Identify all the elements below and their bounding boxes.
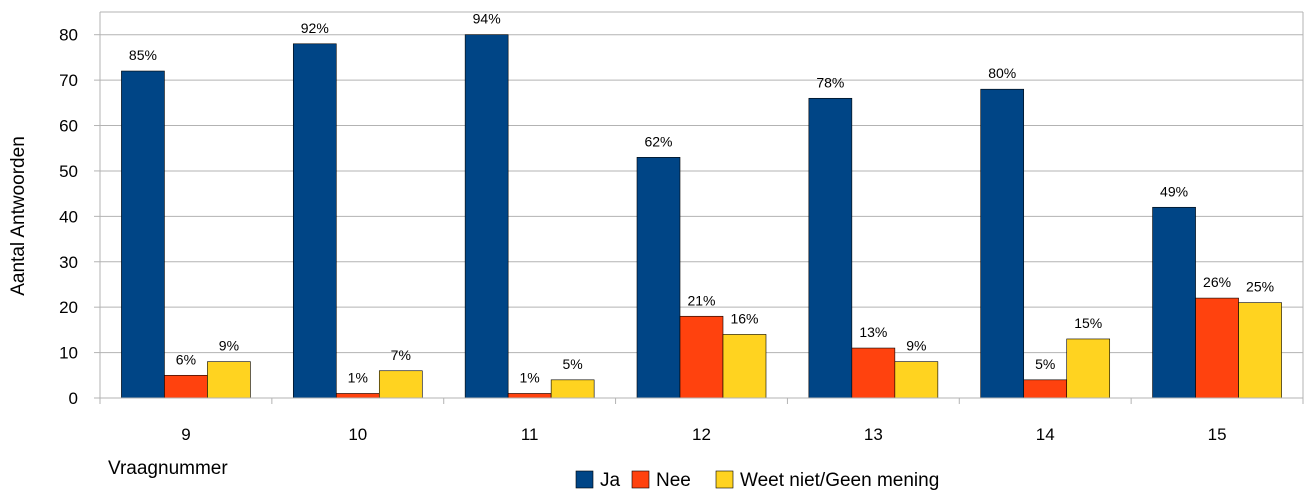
data-label: 5% (1035, 356, 1055, 372)
x-tick-label: 12 (692, 425, 711, 444)
legend-label: Ja (600, 470, 621, 491)
y-tick-label: 50 (59, 162, 78, 181)
data-label: 85% (129, 47, 157, 63)
data-label: 1% (348, 369, 368, 385)
data-label: 80% (988, 65, 1016, 81)
data-label: 94% (473, 11, 501, 27)
data-label: 25% (1246, 279, 1274, 295)
bar-weet-niet-geen-mening (207, 361, 251, 399)
legend-label: Weet niet/Geen mening (740, 470, 939, 491)
data-label: 13% (859, 324, 887, 340)
bars (121, 34, 1282, 399)
data-label: 9% (219, 338, 239, 354)
bar-nee (679, 315, 724, 399)
x-tick-label: 9 (181, 425, 190, 444)
bar-nee (164, 374, 208, 399)
y-tick-label: 10 (59, 344, 78, 363)
bar-weet-niet-geen-mening (1066, 338, 1111, 399)
y-tick-label: 80 (59, 26, 78, 45)
bar-ja (464, 34, 509, 399)
y-tick-label: 20 (59, 298, 78, 317)
legend-swatch (631, 470, 650, 489)
bar-weet-niet-geen-mening (378, 370, 423, 399)
data-label: 5% (563, 356, 583, 372)
data-label: 49% (1160, 183, 1188, 199)
bar-nee (851, 347, 896, 399)
legend: Ja Nee Weet niet/Geen mening (575, 470, 939, 491)
bar-nee (1195, 297, 1239, 399)
data-labels: 85% 6% 9% 92% 1% 7% 94% 1% 5% 62% 21% 16% 78% 13% 9% 80… (129, 11, 1274, 386)
x-tick-label: 15 (1208, 425, 1227, 444)
legend-label: Nee (656, 470, 691, 491)
y-axis-title: Aantal Antwoorden (8, 136, 29, 296)
data-label: 62% (644, 133, 672, 149)
y-tick-label: 40 (59, 207, 78, 226)
bar-ja (636, 157, 681, 399)
bar-nee (335, 393, 380, 399)
data-label: 92% (301, 20, 329, 36)
data-label: 15% (1074, 315, 1102, 331)
bar-weet-niet-geen-mening (550, 379, 595, 399)
bar-ja (808, 97, 853, 399)
bar-weet-niet-geen-mening (722, 334, 767, 399)
bar-ja (121, 70, 165, 399)
y-tick-label: 0 (69, 389, 78, 408)
y-tick-labels: 0 10 20 30 40 50 60 70 80 (59, 26, 78, 408)
x-tick-label: 14 (1036, 425, 1055, 444)
data-label: 9% (906, 338, 926, 354)
x-tick-labels: 9 10 11 12 13 14 15 (181, 425, 1226, 444)
y-tick-label: 60 (59, 117, 78, 136)
bar-nee (1023, 379, 1068, 399)
data-label: 78% (816, 74, 844, 90)
y-tick-label: 70 (59, 71, 78, 90)
bar-weet-niet-geen-mening (894, 361, 939, 399)
data-label: 7% (391, 347, 411, 363)
x-tick-label: 11 (521, 425, 539, 444)
bar-ja (980, 88, 1025, 399)
x-tick-label: 13 (864, 425, 883, 444)
data-label: 6% (176, 351, 196, 367)
data-label: 21% (687, 292, 715, 308)
bar-ja (292, 43, 337, 399)
bar-weet-niet-geen-mening (1238, 302, 1282, 399)
bar-nee (507, 393, 552, 399)
x-axis-title: Vraagnummer (108, 458, 228, 479)
legend-swatch (575, 470, 594, 489)
data-label: 26% (1203, 274, 1231, 290)
y-tick-label: 30 (59, 253, 78, 272)
legend-swatch (715, 470, 734, 489)
data-label: 1% (520, 369, 540, 385)
bar-ja (1152, 206, 1196, 399)
data-label: 16% (730, 310, 758, 326)
x-tick-label: 10 (348, 425, 367, 444)
axes (94, 11, 1304, 404)
